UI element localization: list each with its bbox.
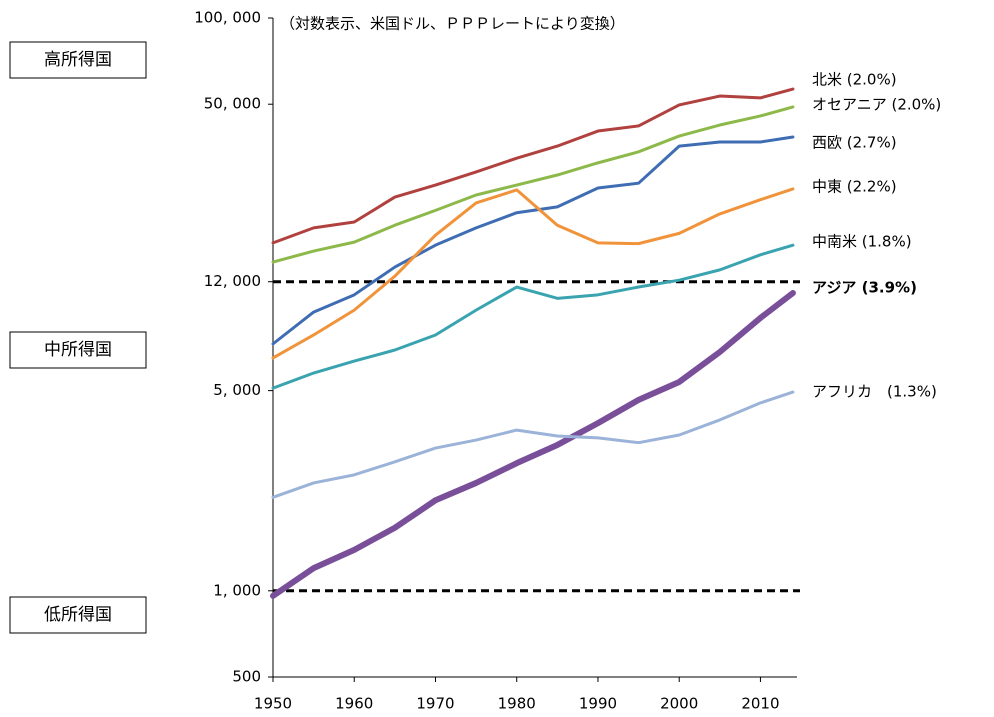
series-line	[271, 87, 795, 245]
y-tick-label: 1, 000	[213, 581, 261, 599]
series-label: アジア (3.9%)	[812, 278, 917, 296]
series-label: 西欧 (2.7%)	[812, 134, 897, 152]
series-label: 中東 (2.2%)	[812, 177, 897, 195]
series-label: 北米 (2.0%)	[812, 71, 897, 89]
series-label: 中南米 (1.8%)	[812, 233, 912, 251]
income-box	[9, 331, 147, 369]
x-tick-label: 2000	[660, 695, 698, 713]
x-tick-label: 1990	[579, 695, 617, 713]
series-label: オセアニア (2.0%)	[812, 95, 941, 113]
y-tick-label: 500	[232, 668, 261, 686]
y-tick-label: 12, 000	[204, 272, 261, 290]
income-label: 低所得国	[44, 605, 112, 625]
x-tick-label: 1960	[335, 695, 373, 713]
income-box	[9, 596, 147, 634]
x-tick-label: 2010	[741, 695, 779, 713]
series-line	[271, 390, 795, 499]
income-box	[9, 41, 147, 79]
y-tick-label: 100, 000	[194, 9, 261, 27]
income-label: 中所得国	[44, 340, 112, 360]
series-line	[271, 243, 795, 390]
y-tick-label: 5, 000	[213, 381, 261, 399]
series-line	[271, 105, 795, 264]
y-tick-label: 50, 000	[204, 95, 261, 113]
x-tick-label: 1950	[254, 695, 292, 713]
x-tick-label: 1970	[416, 695, 454, 713]
x-tick-label: 1980	[498, 695, 536, 713]
series-line	[271, 135, 795, 346]
series-line	[270, 289, 796, 599]
series-label: アフリカ (1.3%)	[812, 383, 937, 401]
annotation: （対数表示、米国ドル、ＰＰＰレートにより変換）	[280, 15, 625, 33]
series-line	[271, 187, 795, 360]
income-label: 高所得国	[44, 50, 112, 70]
